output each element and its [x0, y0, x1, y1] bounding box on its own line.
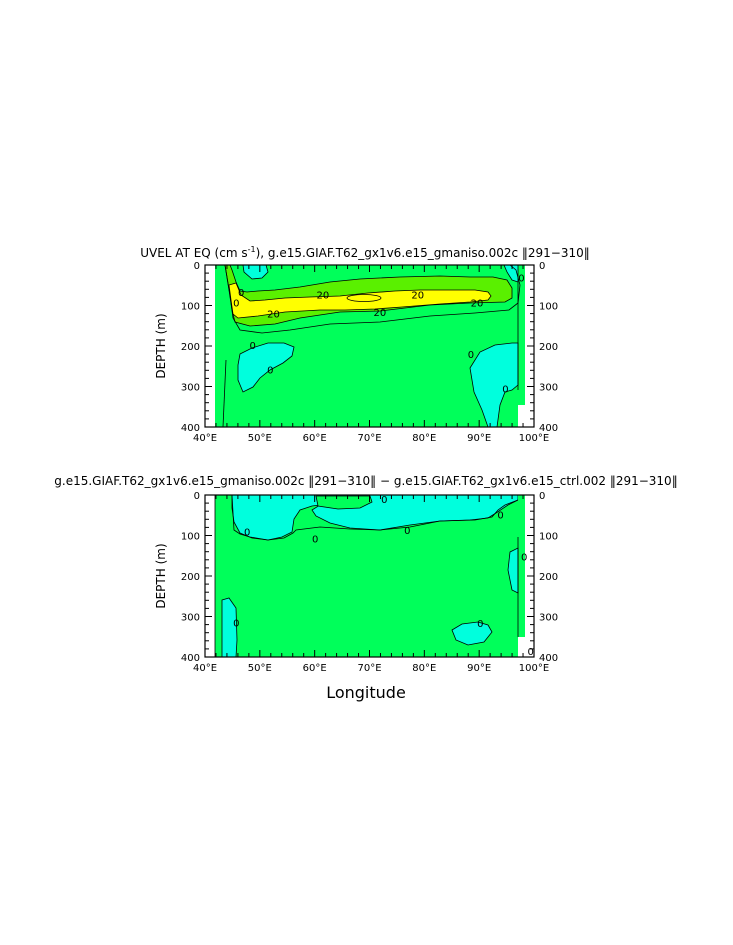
upper-missing-data: [518, 405, 526, 427]
upper-x-tick-label: 100°E: [519, 433, 549, 444]
upper-y-tick-label-right: 0: [539, 261, 545, 272]
upper-y-tick-label: 0: [194, 261, 200, 272]
lower-axes: 40°E 50°E 60°E 70°E 80°E 90°E 100°E 0 0 100 100 200…: [181, 491, 558, 674]
upper-contour-label: 0: [468, 350, 474, 361]
lower-contour-label: 0: [233, 619, 239, 630]
upper-contour-label: 20: [411, 291, 424, 302]
x-axis-title: Longitude: [326, 683, 406, 702]
upper-contour-label: 0: [250, 341, 256, 352]
upper-contour-label: 20: [374, 308, 387, 319]
lower-contour-label: 0: [528, 647, 534, 658]
lower-x-tick-label: 80°E: [412, 663, 436, 674]
upper-contour-label: 0: [233, 298, 239, 309]
upper-x-tick-label: 50°E: [248, 433, 272, 444]
upper-y-tick-label-right: 400: [539, 423, 558, 434]
upper-y-tick-label-right: 200: [539, 342, 558, 353]
lower-y-tick-label-right: 200: [539, 572, 558, 583]
lower-contour-labels: 0 0 0 0 0 0 0 0 0: [233, 495, 534, 658]
upper-x-tick-label: 60°E: [303, 433, 327, 444]
lower-x-tick-label: 40°E: [193, 663, 217, 674]
upper-contour-label: 20: [317, 291, 330, 302]
lower-contour-label: 0: [404, 526, 410, 537]
upper-contour-label: 0: [238, 288, 244, 299]
lower-negative-right-lobe: [451, 621, 493, 646]
lower-y-tick-label: 0: [194, 491, 200, 502]
upper-contour-west-edge: [222, 359, 227, 428]
lower-contour-label: 0: [312, 534, 318, 545]
upper-zero-contour: [224, 264, 521, 334]
upper-x-tick-label: 40°E: [193, 433, 217, 444]
lower-contour-label: 0: [244, 527, 250, 538]
lower-y-tick-label: 200: [181, 572, 200, 583]
lower-y-tick-label-right: 400: [539, 653, 558, 664]
upper-negative-right-lobe: [469, 342, 519, 428]
upper-y-axis-label: DEPTH (m): [154, 313, 168, 378]
upper-west-margin: [215, 265, 230, 427]
lower-y-tick-label-right: 300: [539, 613, 558, 624]
upper-x-tick-label: 80°E: [412, 433, 436, 444]
lower-zero-contour: [231, 494, 519, 541]
upper-y-tick-label: 400: [181, 423, 200, 434]
lower-y-tick-label-right: 100: [539, 532, 558, 543]
upper-contour-label: 0: [502, 385, 508, 396]
upper-contour-label: 0: [518, 274, 524, 285]
upper-contour-panel: UVEL AT EQ (cm s-1), g.e15.GIAF.T62_gx1v…: [140, 245, 590, 444]
lower-y-tick-label: 300: [181, 613, 200, 624]
upper-x-tick-label: 70°E: [357, 433, 381, 444]
lower-contour-panel: g.e15.GIAF.T62_gx1v6.e15_gmaniso.002c ‖2…: [54, 474, 677, 702]
upper-contour-label: 20: [267, 310, 280, 321]
lower-x-tick-label: 50°E: [248, 663, 272, 674]
upper-y-tick-label: 100: [181, 302, 200, 313]
lower-y-tick-label-right: 0: [539, 491, 545, 502]
lower-y-tick-label: 400: [181, 653, 200, 664]
lower-x-tick-label: 60°E: [303, 663, 327, 674]
lower-east-strip: [518, 495, 525, 537]
upper-core-max-contour: [346, 294, 382, 302]
upper-y-tick-label-right: 100: [539, 302, 558, 313]
upper-y-tick-label: 300: [181, 383, 200, 394]
upper-negative-left-lobe: [237, 342, 295, 393]
lower-panel-title: g.e15.GIAF.T62_gx1v6.e15_gmaniso.002c ‖2…: [54, 474, 677, 488]
upper-panel-title: UVEL AT EQ (cm s-1), g.e15.GIAF.T62_gx1v…: [140, 245, 590, 260]
upper-contour-label: 0: [267, 365, 273, 376]
upper-x-tick-label: 90°E: [467, 433, 491, 444]
lower-x-tick-label: 90°E: [467, 663, 491, 674]
lower-contour-fill: [214, 494, 526, 658]
lower-missing-data: [518, 637, 526, 657]
lower-y-axis-label: DEPTH (m): [154, 543, 168, 608]
lower-x-tick-label: 70°E: [357, 663, 381, 674]
lower-contour-label: 0: [381, 495, 387, 506]
lower-negative-east-edge: [507, 547, 519, 594]
upper-contour-fill: [215, 264, 526, 428]
lower-x-tick-label: 100°E: [519, 663, 549, 674]
lower-contour-label: 0: [477, 619, 483, 630]
lower-contour-label: 0: [521, 553, 527, 564]
upper-contour-label: 20: [471, 299, 484, 310]
lower-contour-label: 0: [497, 510, 503, 521]
upper-y-tick-label: 200: [181, 342, 200, 353]
upper-y-tick-label-right: 300: [539, 383, 558, 394]
lower-y-tick-label: 100: [181, 532, 200, 543]
